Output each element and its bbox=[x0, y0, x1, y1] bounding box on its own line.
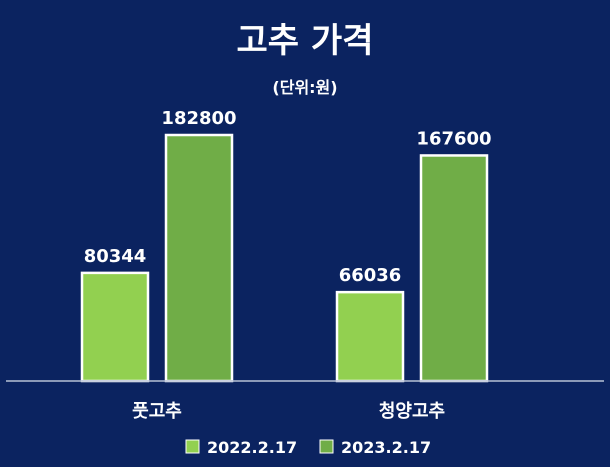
data-label-2-series-1: 66036 bbox=[339, 265, 402, 286]
category-label-1: 풋고추 bbox=[132, 401, 182, 422]
data-label-1-series-2: 182800 bbox=[161, 108, 236, 129]
legend-label-2: 2023.2.17 bbox=[341, 438, 431, 457]
bar-2-series-1 bbox=[335, 290, 405, 383]
labels-layer: 80344 182800 풋고추 66036 167600 청양고추 bbox=[84, 108, 492, 422]
chart-subtitle: (단위:원) bbox=[272, 78, 337, 97]
bar-2-series-2 bbox=[419, 154, 489, 383]
bar-1-series-1 bbox=[80, 271, 150, 383]
data-label-2-series-2: 167600 bbox=[416, 128, 491, 149]
legend-swatch-1 bbox=[185, 439, 200, 454]
category-label-2: 청양고추 bbox=[379, 401, 445, 422]
data-label-1-series-1: 80344 bbox=[84, 246, 147, 267]
legend-label-1: 2022.2.17 bbox=[207, 438, 297, 457]
legend: 2022.2.17 2023.2.17 bbox=[185, 438, 431, 457]
legend-swatch-2 bbox=[319, 439, 334, 454]
bars-layer bbox=[80, 133, 489, 383]
chart-title: 고추 가격 bbox=[237, 21, 374, 61]
bar-1-series-2 bbox=[164, 133, 234, 383]
